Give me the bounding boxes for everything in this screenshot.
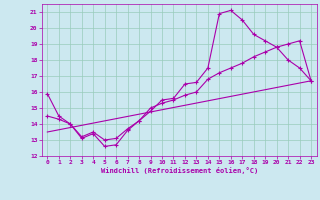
X-axis label: Windchill (Refroidissement éolien,°C): Windchill (Refroidissement éolien,°C) [100, 167, 258, 174]
